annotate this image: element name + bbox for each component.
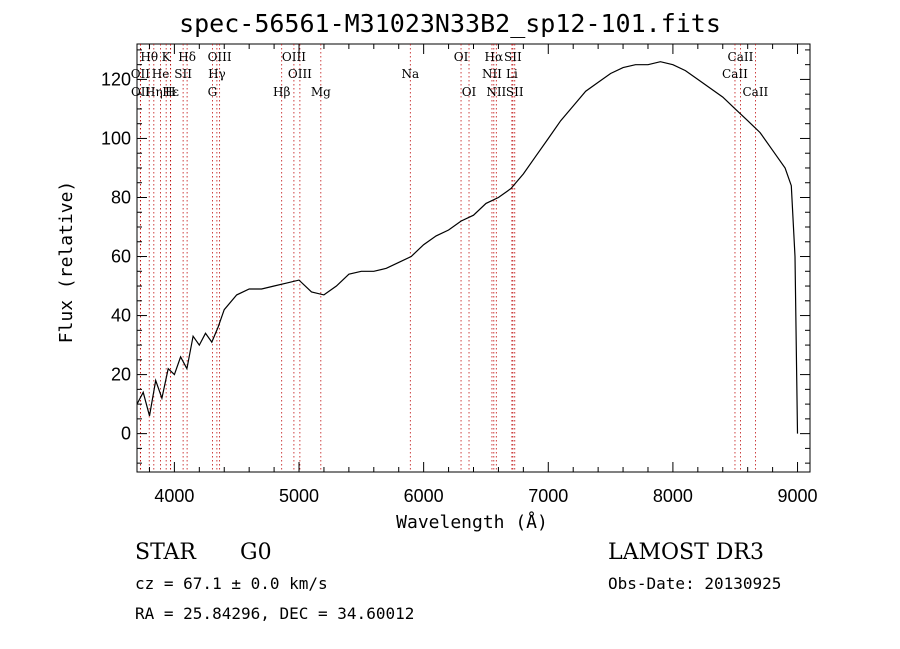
- coordinates: RA = 25.84296, DEC = 34.60012: [135, 604, 415, 623]
- spectral-line-markers: [139, 44, 756, 472]
- line-label: Hβ: [273, 85, 290, 99]
- chart-title: spec-56561-M31023N33B2_sp12-101.fits: [179, 9, 721, 38]
- line-label: NII: [482, 67, 502, 81]
- line-label: OI: [454, 50, 469, 64]
- line-label: OI: [462, 85, 477, 99]
- line-label: H: [165, 85, 175, 99]
- x-axis-label: Wavelength (Å): [396, 511, 548, 533]
- x-tick-label: 5000: [279, 486, 319, 506]
- y-tick-label: 60: [111, 247, 131, 267]
- y-axis-label: Flux (relative): [56, 181, 77, 344]
- line-label: SII: [506, 85, 524, 99]
- line-label: OIII: [288, 67, 312, 81]
- line-label: CaII: [742, 85, 768, 99]
- line-label: CaII: [722, 67, 748, 81]
- line-label: OIII: [282, 50, 306, 64]
- line-label: Mg: [311, 85, 331, 99]
- x-tick-label: 4000: [154, 486, 194, 506]
- x-tick-label: 9000: [778, 486, 818, 506]
- spectrum-line: [136, 61, 799, 434]
- line-label: SII: [174, 67, 192, 81]
- line-label: OII: [131, 67, 151, 81]
- line-label: Hθ: [140, 50, 158, 64]
- y-tick-label: 80: [111, 187, 131, 207]
- line-label: Hε: [162, 85, 179, 99]
- line-label: SII: [504, 50, 522, 64]
- line-label: Hδ: [178, 50, 196, 64]
- y-tick-label: 100: [101, 128, 131, 148]
- y-tick-label: 0: [121, 424, 131, 444]
- line-label: Hγ: [208, 67, 226, 81]
- y-tick-label: 40: [111, 306, 131, 326]
- line-label: Li: [506, 67, 518, 81]
- object-class: STAR: [135, 540, 196, 565]
- x-tick-label: 6000: [404, 486, 444, 506]
- redshift-value: cz = 67.1 ± 0.0 km/s: [135, 574, 328, 593]
- line-label: G: [208, 85, 218, 99]
- plot-frame: [136, 43, 811, 473]
- survey-name: LAMOST DR3: [608, 540, 764, 565]
- line-label: Na: [401, 67, 419, 81]
- y-tick-label: 120: [101, 69, 131, 89]
- line-label: CaII: [728, 50, 754, 64]
- y-tick-label: 20: [111, 365, 131, 385]
- line-label: K: [162, 50, 172, 64]
- line-label: NII: [486, 85, 506, 99]
- line-label: Hα: [485, 50, 504, 64]
- x-tick-label: 7000: [528, 486, 568, 506]
- object-subclass: G0: [240, 540, 272, 565]
- y-axis-ticks: 0 20 40 60 80 100 120: [101, 49, 810, 464]
- line-label: OIII: [208, 50, 232, 64]
- x-tick-label: 8000: [653, 486, 693, 506]
- x-axis-ticks: 4000 5000 6000 7000 8000 9000: [148, 44, 818, 506]
- observation-date: Obs-Date: 20130925: [608, 574, 782, 593]
- line-label: Hη: [145, 85, 163, 99]
- line-label: OII: [131, 85, 151, 99]
- line-label: He: [152, 67, 170, 81]
